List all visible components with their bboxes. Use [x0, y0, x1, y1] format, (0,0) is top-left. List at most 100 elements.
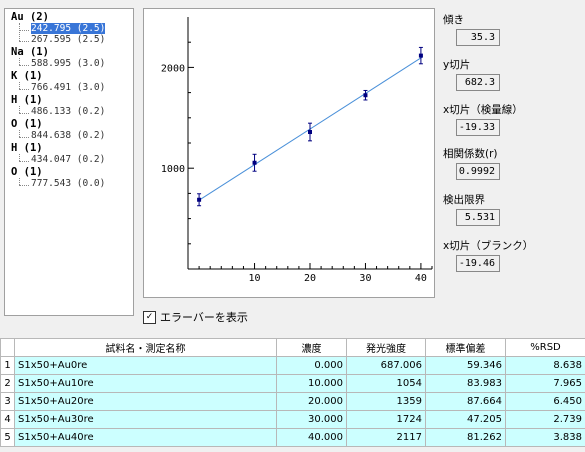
table-cell: 1359 — [346, 392, 426, 411]
stat-label: y切片 — [443, 59, 471, 71]
table-cell: S1x50+Au10re — [14, 374, 277, 393]
calibration-chart: 10 20 30 40 1000 2000 — [143, 8, 435, 298]
tree-wavelength-item[interactable]: 486.133 (0.2) — [11, 106, 105, 117]
table-row[interactable]: 1 S1x50+Au0re 0.000 687.006 59.346 8.638 — [0, 356, 585, 375]
table-cell: 47.205 — [425, 410, 506, 429]
stat-value-field: 5.531 — [456, 209, 500, 226]
y-tick-label: 2000 — [161, 63, 185, 74]
stat-value-field: 35.3 — [456, 29, 500, 46]
tree-wavelength-label: 267.595 (2.5) — [31, 34, 106, 45]
row-index: 1 — [0, 356, 15, 375]
stat-value-field: -19.33 — [456, 119, 500, 136]
table-row[interactable]: 4 S1x50+Au30re 30.000 1724 47.205 2.739 — [0, 410, 585, 429]
data-point — [363, 93, 368, 98]
x-tick-label: 20 — [304, 273, 316, 284]
x-tick-label: 30 — [359, 273, 371, 284]
tree-connector — [19, 137, 29, 138]
tree-connector — [19, 185, 29, 186]
table-cell: 1054 — [346, 374, 426, 393]
table-cell: S1x50+Au30re — [14, 410, 277, 429]
tree-wavelength-item[interactable]: 588.995 (3.0) — [11, 58, 105, 69]
wavelength-tree[interactable]: Au (2) 242.795 (2.5) 267.595 (2.5) Na (1) 58… — [4, 8, 134, 316]
tree-connector — [19, 161, 29, 162]
column-header[interactable]: %RSD — [505, 338, 585, 357]
stat-value-field: -19.46 — [456, 255, 500, 272]
row-index: 5 — [0, 428, 15, 447]
tree-connector — [19, 41, 29, 42]
table-cell: 0.000 — [276, 356, 347, 375]
table-cell: 40.000 — [276, 428, 347, 447]
tree-wavelength-item[interactable]: 242.795 (2.5) — [11, 23, 106, 34]
table-cell: 7.965 — [505, 374, 585, 393]
tree-element-header[interactable]: H (1) — [11, 142, 43, 154]
table-cell: 59.346 — [425, 356, 506, 375]
column-header[interactable]: 標準偏差 — [425, 338, 506, 357]
tree-wavelength-label: 434.047 (0.2) — [31, 154, 106, 165]
tree-vertical-connector — [19, 23, 20, 41]
table-cell: 3.838 — [505, 428, 585, 447]
tree-wavelength-item[interactable]: 766.491 (3.0) — [11, 82, 105, 93]
data-point — [308, 130, 312, 135]
tree-vertical-connector — [19, 178, 20, 185]
tree-element-header[interactable]: Na (1) — [11, 46, 49, 58]
table-cell: 20.000 — [276, 392, 347, 411]
tree-wavelength-label: 242.795 (2.5) — [31, 23, 106, 34]
data-point — [252, 160, 257, 165]
table-cell: 2.739 — [505, 410, 585, 429]
stat-label: 検出限界 — [443, 194, 485, 206]
fit-line — [198, 56, 423, 201]
tree-vertical-connector — [19, 154, 20, 161]
tree-wavelength-item[interactable]: 434.047 (0.2) — [11, 154, 105, 165]
tree-element-header[interactable]: O (1) — [11, 118, 43, 130]
tree-element-header[interactable]: H (1) — [11, 94, 43, 106]
tree-element-header[interactable]: Au (2) — [11, 11, 49, 23]
table-cell: 87.664 — [425, 392, 506, 411]
tree-vertical-connector — [19, 130, 20, 137]
tree-element-header[interactable]: O (1) — [11, 166, 43, 178]
table-cell: 81.262 — [425, 428, 506, 447]
table-cell: 8.638 — [505, 356, 585, 375]
table-cell: 10.000 — [276, 374, 347, 393]
tree-wavelength-label: 777.543 (0.0) — [31, 178, 106, 189]
table-cell: 83.983 — [425, 374, 506, 393]
tree-connector — [19, 65, 29, 66]
table-cell: 2117 — [346, 428, 426, 447]
y-tick-label: 1000 — [161, 164, 185, 175]
table-cell: S1x50+Au20re — [14, 392, 277, 411]
x-tick-label: 10 — [249, 273, 261, 284]
tree-wavelength-label: 766.491 (3.0) — [31, 82, 106, 93]
tree-wavelength-item[interactable]: 844.638 (0.2) — [11, 130, 105, 141]
column-header[interactable]: 発光強度 — [346, 338, 426, 357]
sample-table: 試料名・測定名称 濃度 発光強度 標準偏差 %RSD 1 S1x50+Au0re 0.000… — [0, 338, 585, 447]
tree-vertical-connector — [19, 82, 20, 89]
stat-value-field: 0.9992 — [456, 163, 500, 180]
column-header[interactable] — [0, 338, 15, 357]
table-cell: 6.450 — [505, 392, 585, 411]
chart-svg: 10 20 30 40 1000 2000 — [161, 17, 433, 284]
stat-label: x切片（検量線） — [443, 104, 523, 116]
column-header[interactable]: 試料名・測定名称 — [14, 338, 277, 357]
tree-element-header[interactable]: K (1) — [11, 70, 43, 82]
stat-label: 傾き — [443, 14, 464, 26]
tree-connector — [19, 113, 29, 114]
table-cell: S1x50+Au0re — [14, 356, 277, 375]
row-index: 3 — [0, 392, 15, 411]
tree-wavelength-item[interactable]: 267.595 (2.5) — [11, 34, 105, 45]
tree-wavelength-item[interactable]: 777.543 (0.0) — [11, 178, 105, 189]
table-row[interactable]: 5 S1x50+Au40re 40.000 2117 81.262 3.838 — [0, 428, 585, 447]
table-row[interactable]: 3 S1x50+Au20re 20.000 1359 87.664 6.450 — [0, 392, 585, 411]
data-point — [197, 197, 202, 202]
table-cell: 1724 — [346, 410, 426, 429]
tree-connector — [19, 89, 29, 90]
row-index: 4 — [0, 410, 15, 429]
table-cell: S1x50+Au40re — [14, 428, 277, 447]
data-point — [418, 53, 423, 58]
tree-wavelength-label: 844.638 (0.2) — [31, 130, 106, 141]
column-header[interactable]: 濃度 — [276, 338, 347, 357]
stat-value-field: 682.3 — [456, 74, 500, 91]
checkbox-box[interactable]: ✓ — [143, 310, 156, 324]
tree-vertical-connector — [19, 106, 20, 113]
table-row[interactable]: 2 S1x50+Au10re 10.000 1054 83.983 7.965 — [0, 374, 585, 393]
error-bar-checkbox[interactable]: ✓ エラーバーを表示 — [143, 309, 248, 325]
table-cell: 687.006 — [346, 356, 426, 375]
